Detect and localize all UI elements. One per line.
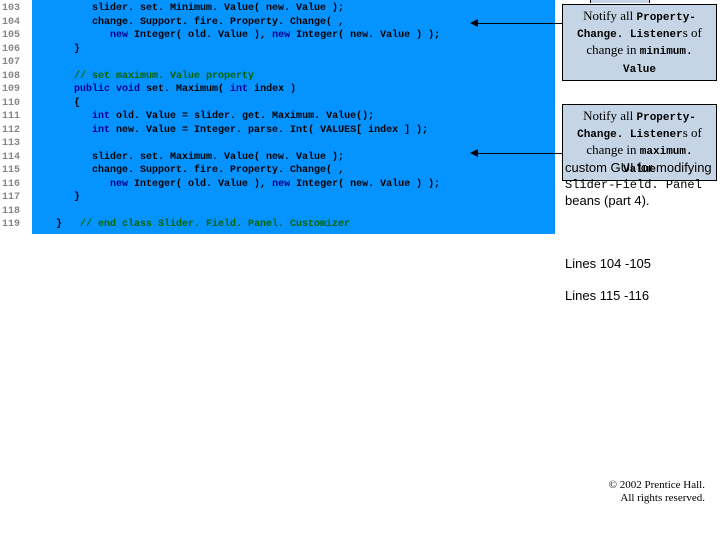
callout-minimum: Notify all Property-Change. Listeners of…: [562, 4, 717, 81]
code-line: new Integer( old. Value ), new Integer( …: [38, 29, 549, 43]
arrow-line-2: [475, 153, 562, 154]
line-number: 118: [2, 205, 28, 219]
arrow-head-2: [470, 149, 478, 157]
line-number: 111: [2, 110, 28, 124]
code-line: } // end class Slider. Field. Panel. Cus…: [38, 218, 549, 232]
line-number: 119: [2, 218, 28, 232]
lines-ref-2: Lines 115 -116: [565, 288, 717, 304]
line-number: 110: [2, 97, 28, 111]
line-number: 115: [2, 164, 28, 178]
callout-prefix: Notify all: [583, 8, 636, 23]
copyright-line1: © 2002 Prentice Hall.: [609, 479, 705, 493]
lines-ref-1: Lines 104 -105: [565, 256, 717, 272]
line-number: 107: [2, 56, 28, 70]
callout-prefix: Notify all: [583, 108, 636, 123]
line-number: 114: [2, 151, 28, 165]
line-number: 116: [2, 178, 28, 192]
line-number: 117: [2, 191, 28, 205]
line-number: 113: [2, 137, 28, 151]
arrow-line-1: [475, 23, 562, 24]
arrow-head-1: [470, 19, 478, 27]
code-line: }: [38, 191, 549, 205]
code-line: public void set. Maximum( int index ): [38, 83, 549, 97]
copyright-footer: © 2002 Prentice Hall. All rights reserve…: [609, 479, 705, 507]
figure-description: custom GUI for modifying Slider-Field. P…: [565, 160, 717, 210]
code-line: change. Support. fire. Property. Change(…: [38, 164, 549, 178]
code-area: slider. set. Minimum. Value( new. Value …: [32, 0, 555, 234]
line-number: 108: [2, 70, 28, 84]
code-line: int new. Value = Integer. parse. Int( VA…: [38, 124, 549, 138]
line-numbers: 1031041051061071081091101111121131141151…: [0, 0, 32, 234]
code-line: slider. set. Minimum. Value( new. Value …: [38, 2, 549, 16]
line-number: 112: [2, 124, 28, 138]
copyright-line2: All rights reserved.: [609, 492, 705, 506]
desc-class: Slider-Field. Panel: [565, 178, 702, 192]
code-line: }: [38, 43, 549, 57]
callout-tab: ^: [590, 0, 650, 3]
line-number: 103: [2, 2, 28, 16]
desc-suffix: beans (part 4).: [565, 193, 650, 208]
code-line: [38, 56, 549, 70]
code-block: 1031041051061071081091101111121131141151…: [0, 0, 555, 234]
code-line: // set maximum. Value property: [38, 70, 549, 84]
code-line: [38, 205, 549, 219]
code-line: int old. Value = slider. get. Maximum. V…: [38, 110, 549, 124]
line-number: 106: [2, 43, 28, 57]
code-line: new Integer( old. Value ), new Integer( …: [38, 178, 549, 192]
line-number: 104: [2, 16, 28, 30]
desc-prefix: custom GUI for modifying: [565, 160, 712, 175]
line-number: 105: [2, 29, 28, 43]
code-line: {: [38, 97, 549, 111]
line-number: 109: [2, 83, 28, 97]
